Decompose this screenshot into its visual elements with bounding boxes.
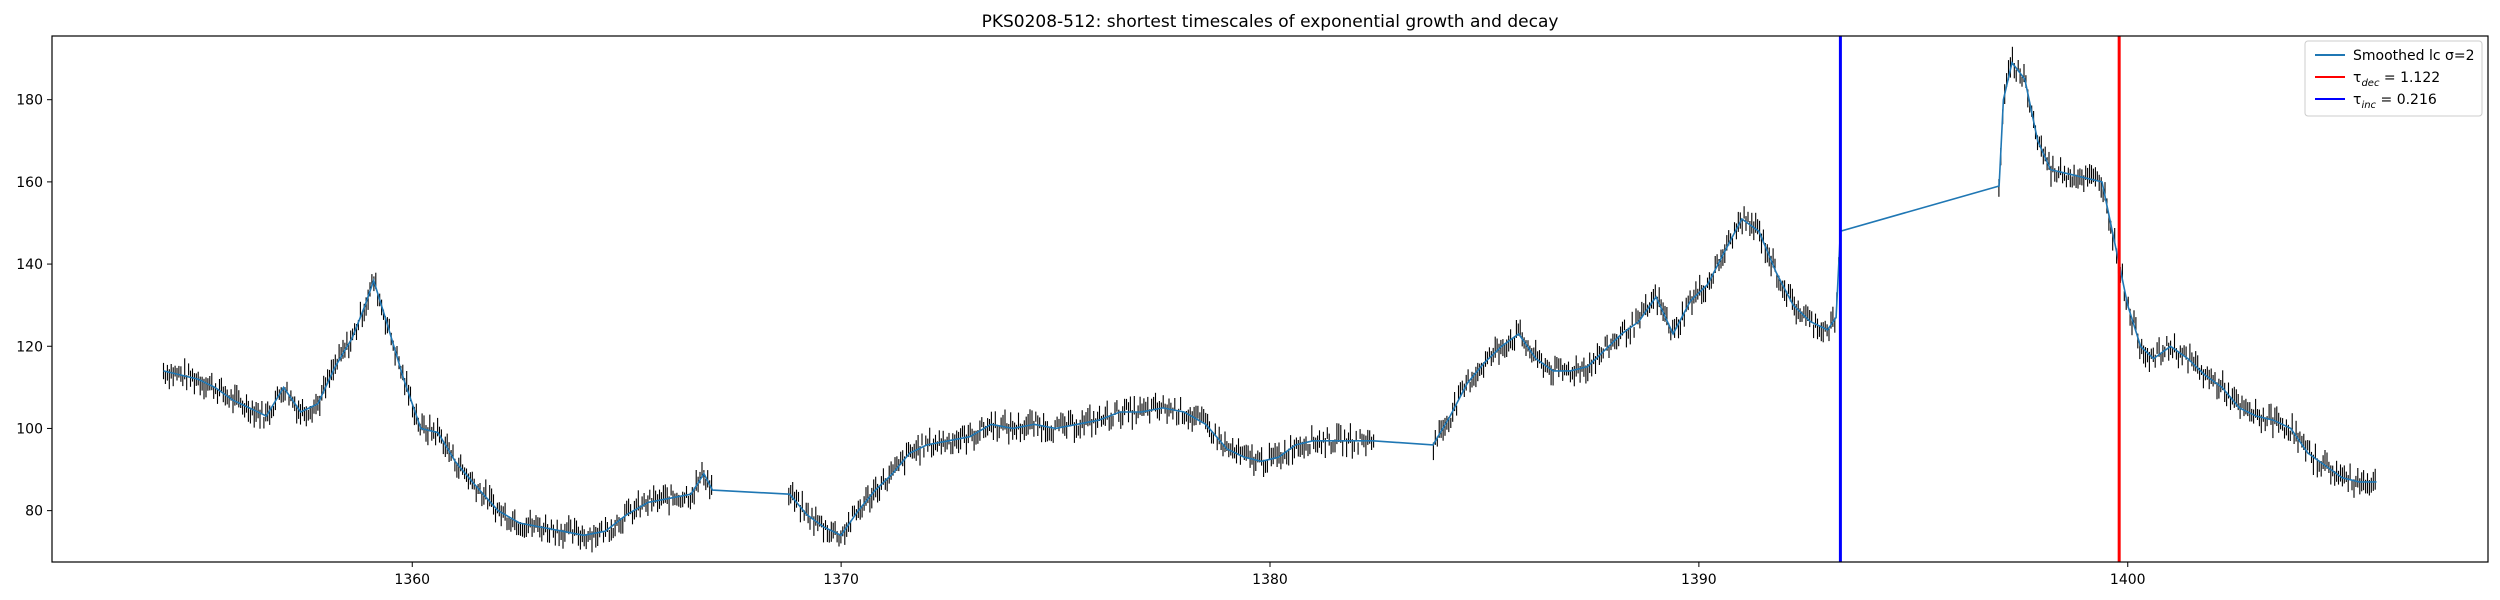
y-tick-label-120: 120 [16, 339, 43, 355]
chart-title: PKS0208-512: shortest timescales of expo… [982, 12, 1559, 32]
legend-decay-symbol: τ [2353, 70, 2361, 86]
y-tick-label-100: 100 [16, 421, 43, 437]
x-tick-label-1370: 1370 [823, 572, 859, 588]
legend-growth-value: = 0.216 [2376, 92, 2437, 108]
y-tick-label-160: 160 [16, 175, 43, 191]
legend-decay-value: = 1.122 [2379, 70, 2440, 86]
y-tick-label-180: 180 [16, 93, 43, 109]
legend: Smoothed lc σ=2 τdec = 1.122 τinc = 0.21… [2304, 40, 2483, 117]
legend-growth-subscript: inc [2361, 100, 2376, 111]
y-tick-label-140: 140 [16, 257, 43, 273]
plot-frame [51, 35, 2489, 563]
smoothed-lc-line [163, 60, 2377, 537]
series-lines [163, 60, 2377, 537]
vertical-marker-lines [1838, 36, 2121, 562]
legend-growth-symbol: τ [2353, 92, 2361, 108]
error-bars [162, 46, 2376, 553]
y-tick-label-80: 80 [25, 504, 43, 520]
x-tick-label-1400: 1400 [2110, 572, 2146, 588]
legend-label-decay: τdec = 1.122 [2353, 70, 2440, 89]
x-tick-label-1390: 1390 [1681, 572, 1717, 588]
legend-decay-subscript: dec [2361, 78, 2380, 89]
x-axis-ticks: 1360 1370 1380 1390 1400 [394, 562, 2146, 588]
legend-label-growth: τinc = 0.216 [2353, 92, 2437, 111]
legend-label-smoothed: Smoothed lc σ=2 [2353, 48, 2475, 64]
x-tick-label-1380: 1380 [1252, 572, 1288, 588]
x-tick-label-1360: 1360 [394, 572, 430, 588]
legend-box [2304, 40, 2483, 117]
y-axis-ticks: 80 100 120 140 160 180 [16, 93, 52, 520]
